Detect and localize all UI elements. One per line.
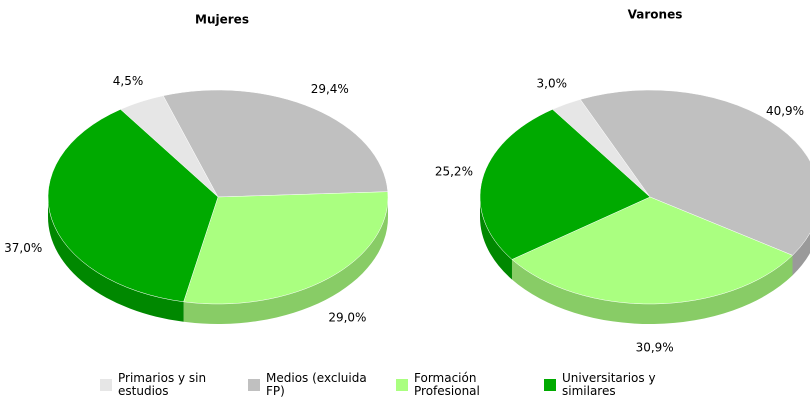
legend-label: Universitarios y similares (562, 371, 656, 398)
legend-item: Medios (excluida FP) (248, 372, 376, 398)
slice (511, 196, 793, 305)
slice-side (183, 197, 388, 325)
data-label: 29,0% (328, 311, 366, 325)
data-label: 30,9% (636, 341, 674, 355)
legend-swatch (396, 379, 408, 391)
legend-item: Formación Profesional (396, 372, 524, 398)
slice-side (511, 255, 793, 325)
slice (47, 109, 219, 303)
slice (162, 89, 389, 198)
chart-title: Varones (628, 8, 683, 22)
data-label: 3,0% (537, 77, 568, 91)
slice (479, 109, 651, 260)
slice-side (792, 233, 810, 276)
legend-label: Medios (excluida FP) (266, 371, 367, 398)
legend-label: Primarios y sin estudios (118, 371, 207, 398)
slice-side (48, 197, 184, 322)
legend-label: Formación Profesional (414, 371, 480, 398)
data-label: 40,9% (766, 104, 804, 118)
slice (183, 191, 389, 305)
chart-title: Mujeres (195, 13, 249, 27)
data-label: 37,0% (4, 241, 42, 255)
data-label: 4,5% (113, 74, 144, 88)
legend-item: Universitarios y similares (544, 372, 672, 398)
legend-item: Primarios y sin estudios (100, 372, 228, 398)
legend-swatch (100, 379, 112, 391)
legend: Primarios y sin estudios Medios (excluida… (100, 372, 692, 398)
chart: Mujeres 4,5% 29,4% 29,0% 37,0% Varones 3,0% 40,… (4, 8, 810, 355)
data-label: 29,4% (311, 82, 349, 96)
slice-side (480, 197, 512, 280)
slice (579, 89, 810, 256)
legend-swatch (544, 379, 556, 391)
data-label: 25,2% (435, 165, 473, 179)
legend-swatch (248, 379, 260, 391)
